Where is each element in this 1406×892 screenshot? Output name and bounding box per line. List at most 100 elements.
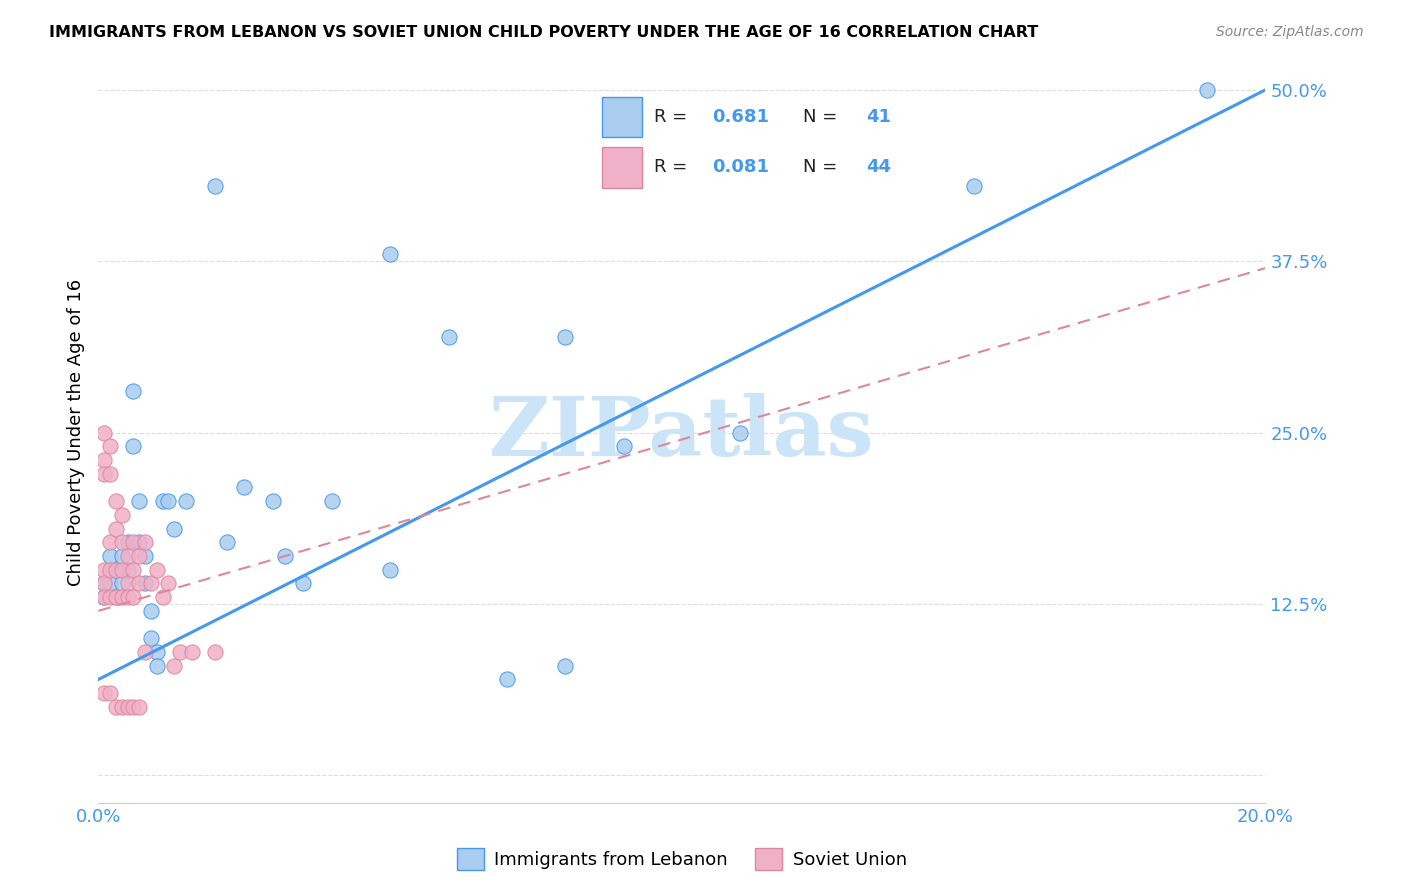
Text: R =: R = [654,159,693,177]
Point [93,590,115,604]
Point [93,425,115,440]
Point [117,535,139,549]
Point [128,494,150,508]
Point [93,590,115,604]
Text: N =: N = [803,159,844,177]
Point [122,699,145,714]
Point [122,439,145,453]
Point [163,522,186,536]
Point [104,522,127,536]
Point [98,549,121,563]
Point [93,576,115,591]
Point [93,563,115,577]
Point [146,645,169,659]
Point [554,658,576,673]
Point [111,508,134,522]
Point [274,549,297,563]
Text: 41: 41 [866,108,891,126]
Text: 0.681: 0.681 [713,108,769,126]
Point [204,645,226,659]
Point [291,576,314,591]
Point [98,576,121,591]
Legend: Immigrants from Lebanon, Soviet Union: Immigrants from Lebanon, Soviet Union [447,838,917,879]
Point [104,590,127,604]
Point [122,535,145,549]
Point [152,590,174,604]
Point [134,645,156,659]
Point [111,576,134,591]
Point [163,658,186,673]
Point [146,563,169,577]
Point [93,686,115,700]
Point [117,590,139,604]
Point [128,549,150,563]
Text: 0.081: 0.081 [713,159,769,177]
Point [122,563,145,577]
Point [157,576,180,591]
Point [98,467,121,481]
Point [104,494,127,508]
Point [98,686,121,700]
Y-axis label: Child Poverty Under the Age of 16: Child Poverty Under the Age of 16 [66,279,84,586]
Point [134,576,156,591]
Point [93,576,115,591]
Point [93,467,115,481]
Point [117,576,139,591]
Point [233,480,256,494]
Point [157,494,180,508]
Point [117,699,139,714]
Point [98,590,121,604]
Point [437,329,460,343]
Point [111,699,134,714]
Point [134,549,156,563]
Point [104,563,127,577]
Point [93,453,115,467]
Point [122,590,145,604]
Point [380,247,402,261]
Text: 44: 44 [866,159,891,177]
Point [98,535,121,549]
Point [139,576,162,591]
Point [111,549,134,563]
Point [98,439,121,453]
Point [111,563,134,577]
Point [554,329,576,343]
Point [134,535,156,549]
Point [139,632,162,646]
Text: N =: N = [803,108,844,126]
Point [262,494,284,508]
Point [104,590,127,604]
Text: ZIPatlas: ZIPatlas [489,392,875,473]
Point [146,658,169,673]
Point [180,645,202,659]
Point [152,494,174,508]
Text: IMMIGRANTS FROM LEBANON VS SOVIET UNION CHILD POVERTY UNDER THE AGE OF 16 CORREL: IMMIGRANTS FROM LEBANON VS SOVIET UNION … [49,25,1039,40]
Text: Source: ZipAtlas.com: Source: ZipAtlas.com [1216,25,1364,39]
Point [204,178,226,193]
Point [380,563,402,577]
Point [111,535,134,549]
Point [174,494,197,508]
Point [104,563,127,577]
Point [730,425,752,440]
Point [128,699,150,714]
Point [128,576,150,591]
Point [139,604,162,618]
Point [169,645,191,659]
Point [496,673,519,687]
FancyBboxPatch shape [602,96,641,137]
Point [122,384,145,399]
Point [128,535,150,549]
Point [612,439,634,453]
Point [111,590,134,604]
Point [104,699,127,714]
Point [117,563,139,577]
Text: R =: R = [654,108,693,126]
Point [98,563,121,577]
Point [962,178,984,193]
Point [117,549,139,563]
Point [215,535,238,549]
Point [321,494,343,508]
Point [1195,83,1218,97]
FancyBboxPatch shape [602,147,641,187]
